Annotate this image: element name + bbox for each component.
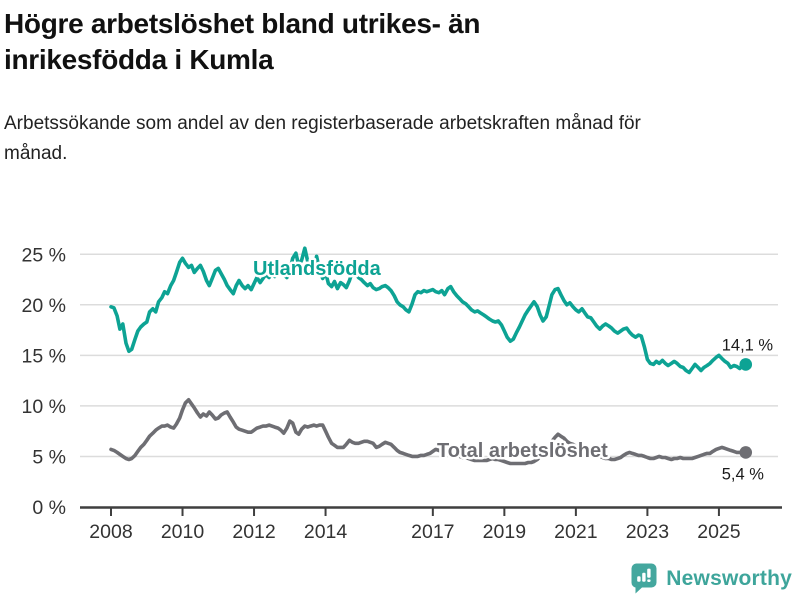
y-tick-label: 5 %	[32, 446, 66, 468]
page-title: Högre arbetslöshet bland utrikes- än inr…	[4, 8, 481, 76]
series-end-dot-total	[739, 446, 753, 459]
x-tick-label: 2014	[304, 521, 348, 543]
y-tick-label: 15 %	[22, 345, 66, 367]
series-value-label: 14,1 %	[722, 336, 774, 354]
x-tick-label: 2012	[232, 521, 275, 543]
chart-subtitle: Arbetssökande som andel av den registerb…	[4, 112, 641, 165]
y-tick-label: 20 %	[22, 295, 66, 317]
newsworthy-logo: Newsworthy	[631, 563, 792, 594]
series-line-total	[109, 397, 748, 466]
x-tick-label: 2017	[411, 521, 454, 543]
y-tick-label: 25 %	[22, 244, 66, 266]
newsworthy-logo-text: Newsworthy	[666, 566, 792, 590]
series-value-label: 5,4 %	[722, 465, 765, 483]
chart-header: Högre arbetslöshet bland utrikes- än inr…	[4, 6, 796, 170]
x-tick-label: 2023	[626, 521, 669, 543]
y-tick-label: 10 %	[22, 396, 66, 418]
series-end-dot-utlandsfodda	[739, 358, 753, 371]
newsworthy-speech-bubble-bar-chart-icon	[631, 563, 657, 594]
x-tick-label: 2019	[483, 521, 526, 543]
x-tick-label: 2010	[161, 521, 205, 543]
series-label-utlandsfodda: Utlandsfödda	[253, 258, 382, 280]
y-tick-label: 0 %	[32, 497, 66, 519]
x-tick-label: 2021	[554, 521, 597, 543]
series-label-total: Total arbetslöshet	[437, 440, 608, 462]
x-tick-label: 2008	[89, 521, 132, 543]
series-line-utlandsfodda	[109, 246, 748, 375]
x-tick-label: 2025	[697, 521, 741, 543]
